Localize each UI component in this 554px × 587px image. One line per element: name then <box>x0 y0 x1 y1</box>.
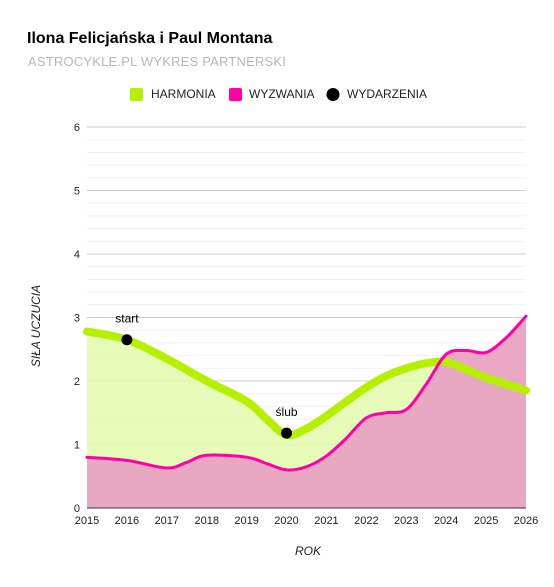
x-tick-label: 2025 <box>474 515 498 527</box>
legend-item-wyzwania[interactable]: WYZWANIA <box>229 87 315 101</box>
series-areas <box>87 316 526 508</box>
legend-label-wyzwania: WYZWANIA <box>249 87 315 101</box>
event-markers: start ślub <box>115 312 298 439</box>
x-tick-label: 2018 <box>194 515 218 527</box>
event-label: start <box>115 312 139 326</box>
x-tick-label: 2024 <box>434 515 458 527</box>
legend-item-wydarzenia[interactable]: WYDARZENIA <box>326 87 428 101</box>
x-tick-label: 2019 <box>234 515 258 527</box>
y-tick-label: 3 <box>74 313 80 325</box>
legend: HARMONIA WYZWANIA WYDARZENIA <box>130 87 427 101</box>
y-tick-label: 0 <box>74 503 80 515</box>
legend-label-harmonia: HARMONIA <box>151 87 216 101</box>
y-tick-label: 5 <box>74 186 80 198</box>
legend-marker-wydarzenia <box>326 88 340 101</box>
x-axis-title: ROK <box>295 544 322 558</box>
y-tick-label: 1 <box>74 440 80 452</box>
x-tick-label: 2016 <box>115 515 139 527</box>
line-wyzwania <box>85 314 528 472</box>
series-lines <box>83 314 530 472</box>
legend-item-harmonia[interactable]: HARMONIA <box>130 87 216 101</box>
axes: 0 1 2 3 4 5 6 2015 2016 2017 2018 2019 2020 2021 2022 2… <box>74 122 538 527</box>
legend-swatch-wyzwania <box>229 88 242 101</box>
event-point[interactable] <box>121 334 133 346</box>
x-tick-label: 2026 <box>514 515 538 527</box>
y-axis-title: SIŁA UCZUCIA <box>29 285 43 367</box>
x-tick-label: 2022 <box>354 515 378 527</box>
y-tick-label: 4 <box>74 249 80 261</box>
x-tick-label: 2021 <box>314 515 338 527</box>
y-tick-label: 2 <box>74 376 80 388</box>
event-point[interactable] <box>281 427 293 439</box>
chart-title: Ilona Felicjańska i Paul Montana <box>27 30 273 47</box>
chart-subtitle: ASTROCYKLE.PL WYKRES PARTNERSKI <box>28 54 286 69</box>
x-tick-label: 2023 <box>394 515 418 527</box>
x-tick-label: 2015 <box>75 515 99 527</box>
area-overlap <box>87 316 526 508</box>
line-harmonia <box>83 327 530 440</box>
y-tick-label: 6 <box>74 122 80 134</box>
legend-label-wydarzenia: WYDARZENIA <box>347 87 427 101</box>
legend-swatch-harmonia <box>130 88 143 101</box>
event-label: ślub <box>276 405 298 419</box>
x-tick-label: 2017 <box>155 515 179 527</box>
x-tick-label: 2020 <box>274 515 298 527</box>
